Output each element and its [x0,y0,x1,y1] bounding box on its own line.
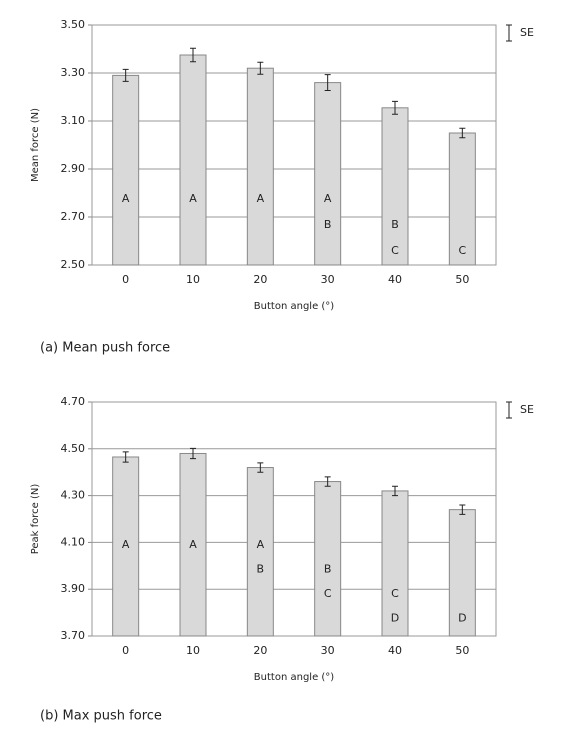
y-tick-label: 3.30 [61,66,86,79]
error-bar [257,462,264,473]
bar [381,107,409,266]
plot-frame [91,401,497,637]
y-tick-label: 3.10 [61,114,86,127]
x-tick-label: 20 [253,644,267,657]
group-letter: C [391,587,399,600]
bar [179,54,207,266]
y-tick-label: 3.50 [61,18,86,31]
x-tick-label: 50 [455,273,469,286]
group-letter: C [324,587,332,600]
group-letter: A [189,192,197,205]
bar [314,82,342,266]
y-tick-label: 4.50 [61,442,86,455]
y-tick-label: 2.50 [61,258,86,271]
error-bar [324,476,331,487]
legend-label: SE [520,403,534,416]
error-bar [122,68,129,82]
error-bar [392,485,398,497]
bar [246,467,274,637]
group-letter: B [324,218,332,231]
group-letter: D [391,612,399,625]
legend-icon [506,24,512,42]
x-tick-label: 50 [455,644,469,657]
x-tick-label: 10 [186,273,200,286]
error-bar [459,127,466,139]
group-letter: B [391,218,399,231]
x-tick-label: 20 [253,273,267,286]
error-bar [122,451,129,463]
group-letter: A [189,538,197,551]
x-tick-label: 0 [122,273,129,286]
y-tick-label: 2.70 [61,210,86,223]
y-tick-label: 3.90 [61,582,86,595]
caption: (a) Mean push force [40,341,170,356]
x-axis-title: Button angle (°) [254,672,334,683]
legend-label: SE [520,26,534,39]
plot-frame [91,24,497,266]
bar [246,67,274,266]
y-tick-label: 4.30 [61,489,86,502]
group-letter: A [257,538,265,551]
y-axis-title: Peak force (N) [30,484,41,555]
group-letter: B [257,563,265,576]
bar [112,456,140,637]
x-tick-label: 10 [186,644,200,657]
y-tick-label: 3.70 [61,629,86,642]
error-bar [190,447,196,460]
x-tick-label: 40 [388,644,402,657]
group-letter: A [324,192,332,205]
group-letter: A [257,192,265,205]
y-axis-title: Mean force (N) [30,108,41,182]
bar [448,132,476,266]
x-tick-label: 30 [321,644,335,657]
y-tick-label: 4.10 [61,535,86,548]
group-letter: A [122,538,130,551]
caption: (b) Max push force [40,709,162,724]
x-tick-label: 30 [321,273,335,286]
bar [381,490,409,637]
y-tick-label: 2.90 [61,162,86,175]
bar [112,74,140,266]
group-letter: C [391,244,399,257]
x-tick-label: 0 [122,644,129,657]
group-letter: B [324,563,332,576]
error-bar [190,47,196,63]
x-axis-title: Button angle (°) [254,301,334,312]
error-bar [324,74,331,92]
bar [448,509,476,637]
group-letter: A [122,192,130,205]
error-bar [459,504,466,515]
error-bar [257,61,264,75]
legend-icon [506,401,512,419]
y-tick-label: 4.70 [61,395,86,408]
bar [314,481,342,637]
error-bar [392,100,398,115]
x-tick-label: 40 [388,273,402,286]
group-letter: C [458,244,466,257]
group-letter: D [458,612,466,625]
